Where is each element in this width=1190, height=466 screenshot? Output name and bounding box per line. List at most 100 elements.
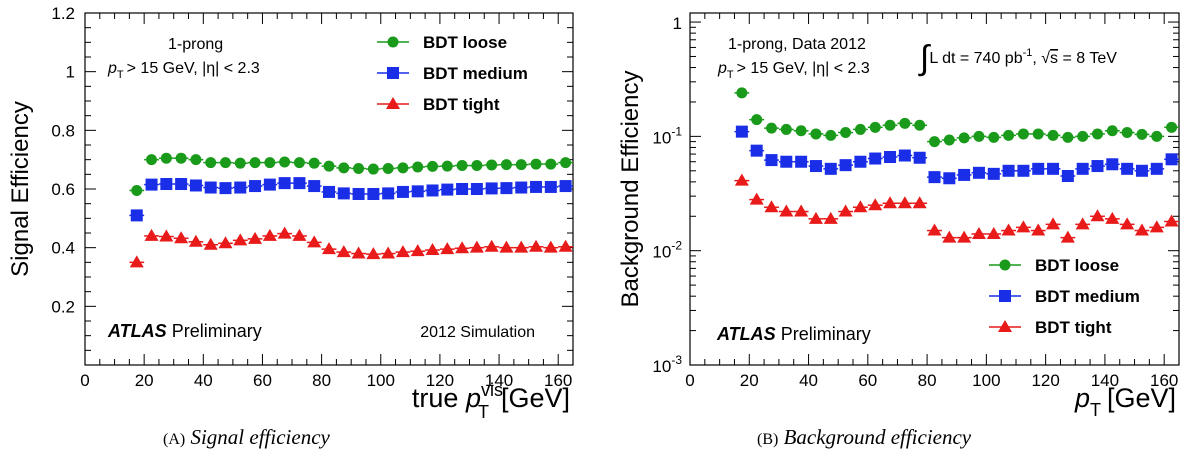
- data-point: [943, 134, 955, 146]
- data-point: [174, 231, 189, 244]
- annotation-cuts-b: pT > 15 GeV, |η| < 2.3: [717, 60, 870, 81]
- data-point: [957, 230, 972, 243]
- x-axis-label-a-var: p: [465, 383, 481, 413]
- legend-label: BDT tight: [1035, 318, 1112, 337]
- data-point: [189, 179, 202, 192]
- data-point: [322, 242, 336, 255]
- data-point: [397, 162, 409, 174]
- x-tick-label: 80: [312, 371, 331, 390]
- data-point: [382, 187, 395, 200]
- data-point: [249, 157, 261, 169]
- legend-label: BDT medium: [423, 64, 528, 83]
- data-point: [160, 178, 173, 191]
- data-point: [484, 239, 499, 252]
- annotation-cuts-a: pT > 15 GeV, |η| < 2.3: [107, 60, 260, 81]
- data-point: [440, 242, 455, 255]
- data-point: [219, 157, 231, 169]
- data-point: [1047, 129, 1059, 141]
- data-point: [204, 181, 217, 194]
- data-point: [1121, 162, 1134, 175]
- data-point: [1150, 162, 1163, 175]
- data-point: [353, 162, 365, 174]
- y-tick-label: 0.2: [51, 297, 75, 316]
- data-point: [530, 180, 543, 193]
- annotation-cuts-a-rest: > 15 GeV, |η| < 2.3: [127, 60, 260, 77]
- x-tick-label: 120: [1031, 371, 1059, 390]
- series-bdt-medium: [734, 125, 1179, 185]
- data-point: [367, 187, 380, 200]
- data-point: [427, 160, 439, 172]
- data-point: [927, 223, 942, 236]
- data-point: [234, 157, 246, 169]
- data-point: [500, 182, 513, 195]
- data-point: [1002, 164, 1015, 177]
- data-point: [293, 157, 305, 169]
- data-point: [823, 211, 838, 224]
- energy-value: = 8 TeV: [1058, 50, 1117, 67]
- data-point: [808, 211, 823, 224]
- data-point: [884, 150, 897, 163]
- data-point: [795, 155, 808, 168]
- data-point: [735, 125, 748, 138]
- data-point: [794, 204, 809, 217]
- data-point: [130, 209, 143, 222]
- series-bdt-tight: [734, 173, 1179, 243]
- data-point: [159, 229, 174, 242]
- data-point: [1017, 128, 1029, 140]
- data-point: [958, 168, 971, 181]
- data-point: [515, 159, 527, 171]
- data-point: [277, 226, 292, 239]
- data-point: [1031, 223, 1046, 236]
- data-point: [233, 233, 248, 246]
- series-bdt-loose: [734, 87, 1179, 148]
- annotation-cuts-a-var: p: [107, 60, 117, 77]
- atlas-label-b-prelim: Preliminary: [781, 324, 871, 344]
- data-point: [1077, 130, 1089, 142]
- x-axis-label-a: true pvis T [GeV]: [412, 380, 570, 422]
- y-tick-label: 0.6: [51, 180, 75, 199]
- atlas-label-a: ATLAS Preliminary: [107, 321, 262, 341]
- data-point: [765, 154, 778, 167]
- data-point: [190, 154, 202, 166]
- x-axis-label-a-sub: T: [478, 402, 489, 422]
- data-point: [455, 241, 470, 254]
- data-point: [1061, 170, 1074, 183]
- data-point: [840, 127, 852, 139]
- data-point: [1166, 121, 1178, 133]
- data-point: [515, 181, 528, 194]
- data-point: [441, 183, 454, 196]
- data-point: [912, 196, 927, 209]
- data-point: [883, 196, 898, 209]
- data-point: [764, 200, 779, 213]
- data-point: [824, 162, 837, 175]
- data-point: [1075, 217, 1090, 230]
- data-point: [351, 246, 366, 259]
- legend-marker: [999, 290, 1011, 302]
- data-point: [884, 119, 896, 131]
- data-point: [780, 155, 793, 168]
- data-point: [943, 172, 956, 185]
- x-axis-label-a-main: true: [412, 383, 459, 413]
- data-point: [1105, 211, 1120, 224]
- data-point: [973, 130, 985, 142]
- data-point: [838, 204, 853, 217]
- data-point: [1149, 220, 1164, 233]
- data-point: [160, 152, 172, 164]
- data-point: [854, 155, 867, 168]
- x-tick-label: 120: [426, 371, 454, 390]
- x-tick-label: 60: [253, 371, 272, 390]
- data-point: [869, 152, 882, 165]
- data-point: [1076, 162, 1089, 175]
- data-point: [410, 244, 425, 257]
- legend-label: BDT loose: [1035, 256, 1119, 275]
- data-point: [367, 163, 379, 175]
- data-point: [1134, 223, 1149, 236]
- series-bdt-tight: [129, 226, 573, 268]
- luminosity-separator: ,: [1032, 50, 1041, 67]
- data-point: [529, 239, 544, 252]
- data-point: [456, 183, 469, 195]
- data-point: [323, 160, 335, 172]
- data-point: [987, 167, 1000, 180]
- data-point: [958, 132, 970, 144]
- data-point: [441, 160, 453, 172]
